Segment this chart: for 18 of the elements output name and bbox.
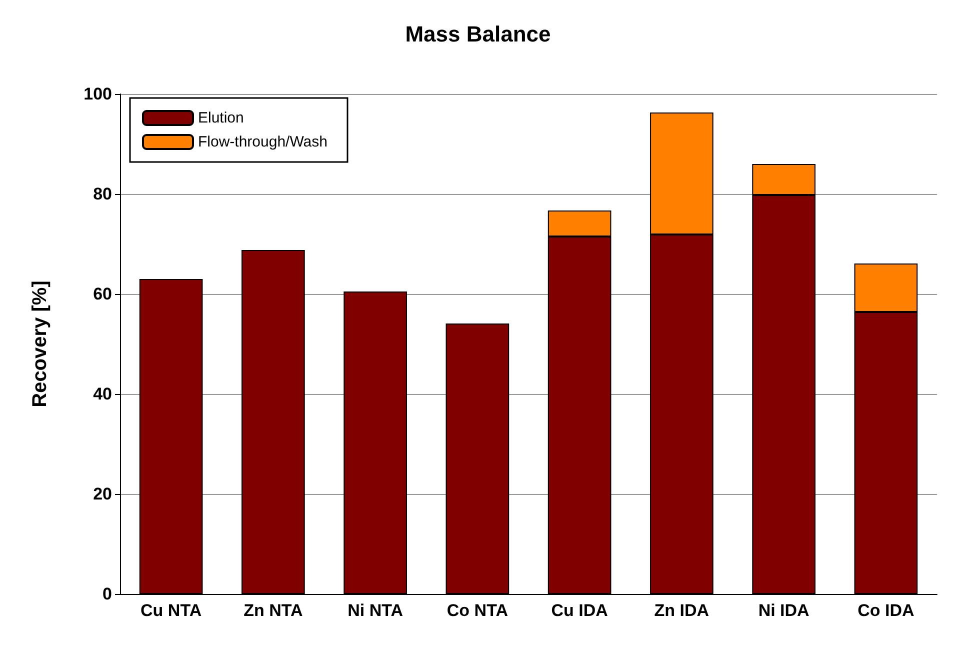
y-tick-label: 60	[93, 284, 112, 304]
legend-label: Elution	[198, 110, 244, 126]
y-tick-label: 40	[93, 384, 112, 404]
y-tick-label: 80	[93, 184, 112, 204]
x-tick-label: Zn NTA	[244, 601, 303, 620]
x-tick-label: Ni NTA	[348, 601, 404, 620]
y-axis-title: Recovery [%]	[29, 280, 51, 408]
y-tick-label: 20	[93, 484, 112, 504]
x-tick-label: Zn IDA	[654, 601, 710, 620]
y-tick-label: 100	[84, 84, 112, 104]
x-tick-label: Cu IDA	[551, 601, 608, 620]
chart-title: Mass Balance	[405, 22, 551, 46]
x-tick-label: Co IDA	[858, 601, 914, 620]
y-tick-label: 0	[102, 584, 112, 604]
x-tick-label: Co NTA	[446, 601, 508, 620]
x-tick-label: Ni IDA	[758, 601, 810, 620]
x-tick-label: Cu NTA	[140, 601, 202, 620]
legend-label: Flow-through/Wash	[198, 134, 328, 150]
